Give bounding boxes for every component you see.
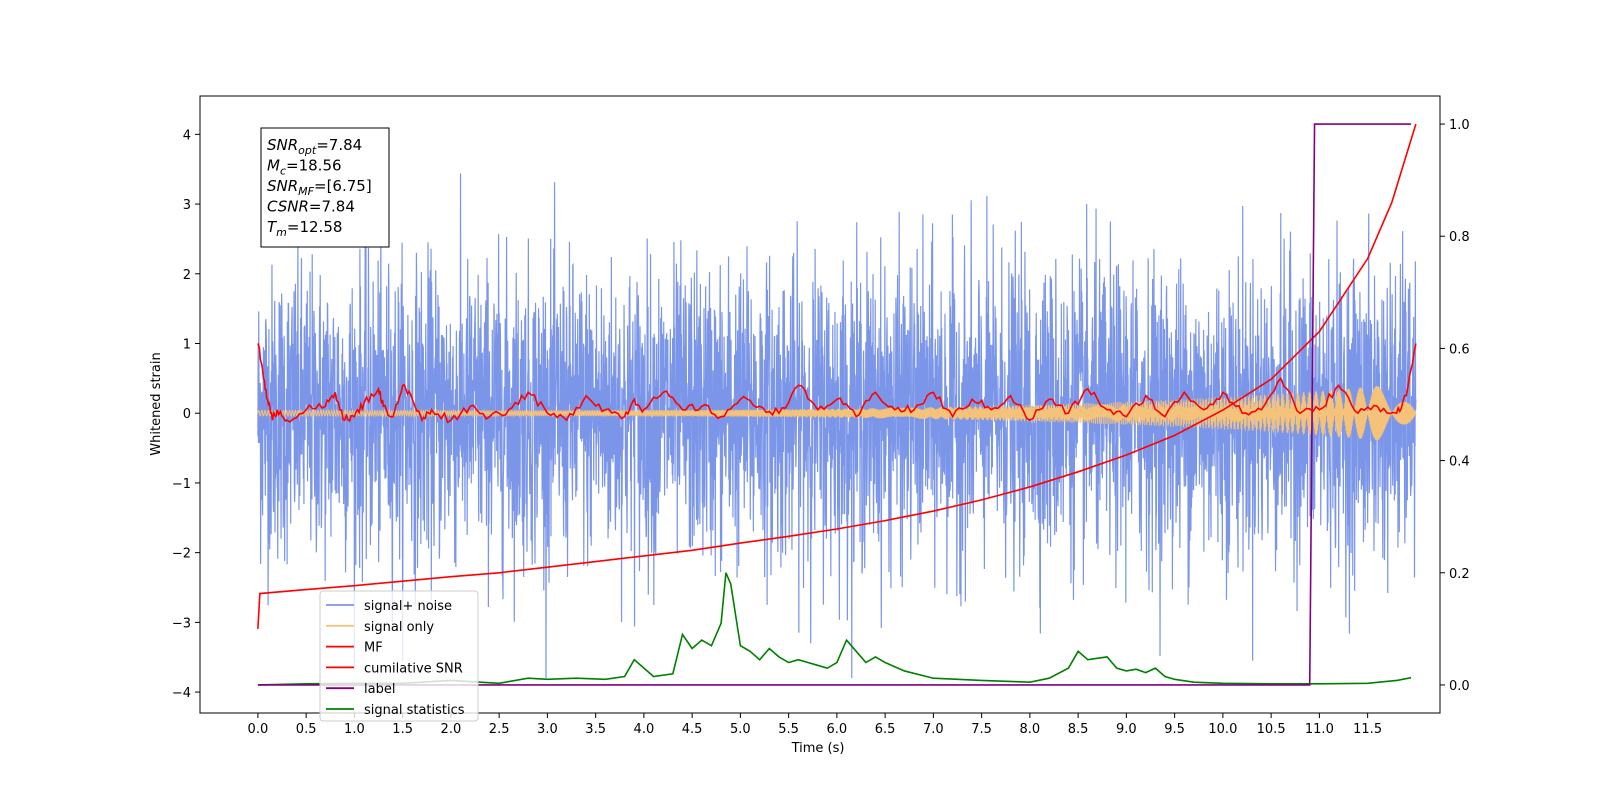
annotation-box: SNRopt=7.84Mc=18.56SNRMF=[6.75]CSNR=7.84… — [260, 127, 390, 248]
series-label-line — [257, 123, 1412, 686]
y-tick-label: −2 — [172, 547, 191, 562]
legend-entry: label — [364, 682, 395, 697]
y-tick-label: 3 — [183, 198, 191, 213]
x-tick-label: 5.5 — [778, 722, 799, 737]
legend-entry: signal+ noise — [364, 599, 452, 614]
x-tick-label: 10.5 — [1257, 722, 1286, 737]
x-tick-label: 5.0 — [730, 722, 751, 737]
x-tick-label: 8.0 — [1020, 722, 1041, 737]
legend-entry: cumilative SNR — [364, 661, 463, 676]
y2-tick-label: 1.0 — [1449, 118, 1470, 133]
y2-tick-label: 0.4 — [1449, 455, 1470, 470]
legend: signal+ noise signal only MF cumilative SNR… — [319, 590, 479, 722]
legend-entry: signal only — [364, 620, 434, 635]
x-tick-label: 7.0 — [923, 722, 944, 737]
y-tick-label: −4 — [172, 686, 191, 701]
annotation-line: SNRopt=7.84 — [267, 136, 362, 157]
x-tick-label: 0.0 — [248, 722, 269, 737]
legend-entry: MF — [364, 641, 383, 656]
y-axis-label: Whitened strain — [149, 352, 164, 455]
series-cumilative-snr-line — [257, 123, 1417, 629]
y2-tick-label: 0.8 — [1449, 230, 1470, 245]
y-tick-label: −1 — [172, 477, 191, 492]
x-tick-label: 7.5 — [971, 722, 992, 737]
x-tick-label: 1.5 — [392, 722, 413, 737]
axes: 0.0 0.5 1.0 1.5 2.0 2.5 3.0 3.5 4.0 4.5 5.0 5.5 6.0 6… — [172, 118, 1470, 737]
x-tick-label: 3.0 — [537, 722, 558, 737]
x-tick-label: 6.0 — [827, 722, 848, 737]
annotation-line: Tm=12.58 — [267, 218, 342, 239]
legend-frame — [319, 590, 479, 722]
x-tick-label: 11.0 — [1305, 722, 1334, 737]
annotation-line: Mc=18.56 — [267, 157, 342, 178]
y-tick-label: 0 — [183, 407, 191, 422]
y2-tick-label: 0.2 — [1449, 567, 1470, 582]
y-tick-label: 4 — [183, 128, 191, 143]
x-tick-label: 4.5 — [682, 722, 703, 737]
y-tick-label: −3 — [172, 616, 191, 631]
annotation-line: SNRMF=[6.75] — [267, 177, 372, 198]
x-tick-label: 0.5 — [296, 722, 317, 737]
plot-frame — [199, 95, 1441, 714]
x-axis-label: Time (s) — [791, 741, 845, 756]
y-tick-label: 2 — [183, 268, 191, 283]
series-lines — [257, 123, 1417, 686]
x-tick-label: 9.5 — [1164, 722, 1185, 737]
x-tick-label: 4.0 — [634, 722, 655, 737]
x-tick-label: 2.5 — [489, 722, 510, 737]
signal-only-series — [257, 386, 1417, 441]
x-tick-label: 8.5 — [1068, 722, 1089, 737]
y2-tick-label: 0.0 — [1449, 679, 1470, 694]
series-signal-statistics-line — [257, 572, 1412, 686]
series-mf-line — [257, 343, 1417, 424]
y2-tick-label: 0.6 — [1449, 342, 1470, 357]
x-tick-label: 1.0 — [344, 722, 365, 737]
legend-entry: signal statistics — [364, 703, 465, 718]
annotation-frame — [260, 127, 390, 248]
x-tick-label: 11.5 — [1353, 722, 1382, 737]
annotation-line: CSNR=7.84 — [267, 198, 355, 216]
x-tick-label: 9.0 — [1116, 722, 1137, 737]
series-signal-only-line — [257, 386, 1417, 441]
x-tick-label: 3.5 — [585, 722, 606, 737]
x-tick-label: 2.0 — [441, 722, 462, 737]
y-tick-label: 1 — [183, 337, 191, 352]
x-tick-label: 10.0 — [1208, 722, 1237, 737]
x-tick-label: 6.5 — [875, 722, 896, 737]
